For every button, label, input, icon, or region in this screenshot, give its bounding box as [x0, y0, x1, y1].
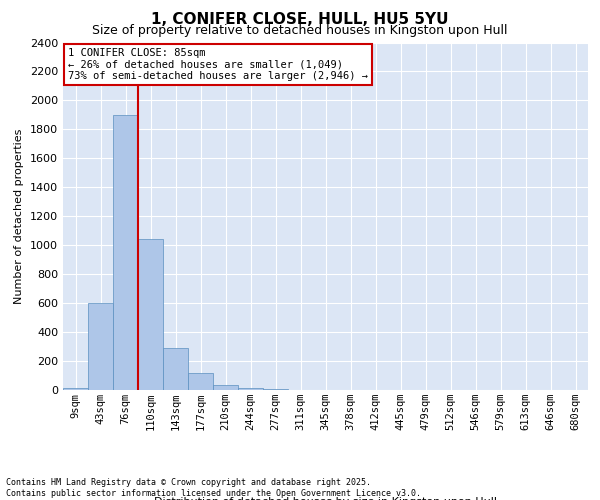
X-axis label: Distribution of detached houses by size in Kingston upon Hull: Distribution of detached houses by size …: [154, 497, 497, 500]
Y-axis label: Number of detached properties: Number of detached properties: [14, 128, 25, 304]
Text: Size of property relative to detached houses in Kingston upon Hull: Size of property relative to detached ho…: [92, 24, 508, 37]
Bar: [88, 303, 113, 390]
Bar: [113, 115, 138, 390]
Text: Contains HM Land Registry data © Crown copyright and database right 2025.
Contai: Contains HM Land Registry data © Crown c…: [6, 478, 421, 498]
Text: 1 CONIFER CLOSE: 85sqm
← 26% of detached houses are smaller (1,049)
73% of semi-: 1 CONIFER CLOSE: 85sqm ← 26% of detached…: [68, 48, 368, 81]
Bar: [63, 388, 88, 390]
Text: 1, CONIFER CLOSE, HULL, HU5 5YU: 1, CONIFER CLOSE, HULL, HU5 5YU: [151, 12, 449, 28]
Bar: [163, 348, 188, 390]
Bar: [138, 240, 163, 390]
Bar: [238, 388, 263, 390]
Bar: [213, 385, 238, 390]
Bar: [188, 374, 213, 390]
